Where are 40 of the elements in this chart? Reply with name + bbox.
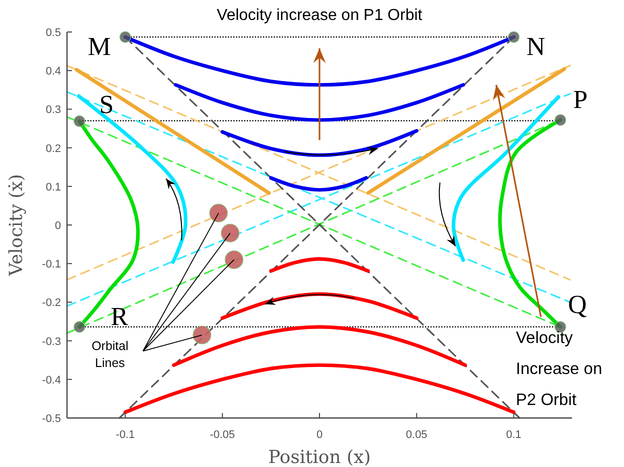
y-tick-label: 0.5 — [46, 27, 61, 39]
y-tick-label: -0.1 — [42, 258, 61, 271]
point — [74, 321, 86, 333]
y-tick-label: 0.4 — [46, 66, 61, 78]
y-tick-label: 0.3 — [46, 104, 61, 116]
annotation: N — [526, 32, 546, 62]
annotation: P — [573, 85, 588, 114]
annotation: M — [88, 32, 111, 62]
line-series — [123, 363, 516, 414]
point — [508, 31, 520, 43]
point — [74, 115, 86, 127]
y-tick-label: -0.3 — [42, 336, 61, 348]
point — [224, 250, 244, 270]
x-axis-title: Position (x) — [268, 447, 371, 467]
annotation: Velocity Increase on P2 Orbit — [516, 328, 602, 409]
annotation: R — [110, 302, 129, 331]
x-tick-label: -0.05 — [210, 429, 235, 441]
point — [220, 224, 240, 242]
line-series — [172, 325, 467, 367]
y-tick-label: -0.2 — [42, 297, 61, 310]
y-axis-title: Velocity (ẋ) — [6, 174, 27, 277]
point — [209, 204, 228, 222]
y-tick-label: 0.1 — [46, 181, 61, 194]
point — [119, 31, 132, 43]
y-tick-label: 0 — [54, 220, 61, 232]
x-tick-label: 0 — [316, 429, 323, 441]
y-tick-label: 0.2 — [46, 142, 61, 155]
point — [192, 326, 212, 344]
x-tick-label: 0.1 — [506, 429, 522, 441]
line-series — [174, 83, 466, 122]
x-tick-label: 0.05 — [406, 429, 428, 441]
line-series — [452, 95, 560, 262]
point — [554, 114, 566, 126]
annotation: Q — [568, 290, 587, 319]
line-series — [76, 94, 188, 264]
chart-title: Velocity increase on P1 Orbit — [216, 7, 423, 24]
y-tick-label: -0.4 — [42, 374, 61, 386]
y-tick-label: -0.5 — [42, 413, 61, 425]
x-tick-label: -0.1 — [116, 429, 135, 441]
annotation: Orbital Lines — [92, 339, 128, 370]
